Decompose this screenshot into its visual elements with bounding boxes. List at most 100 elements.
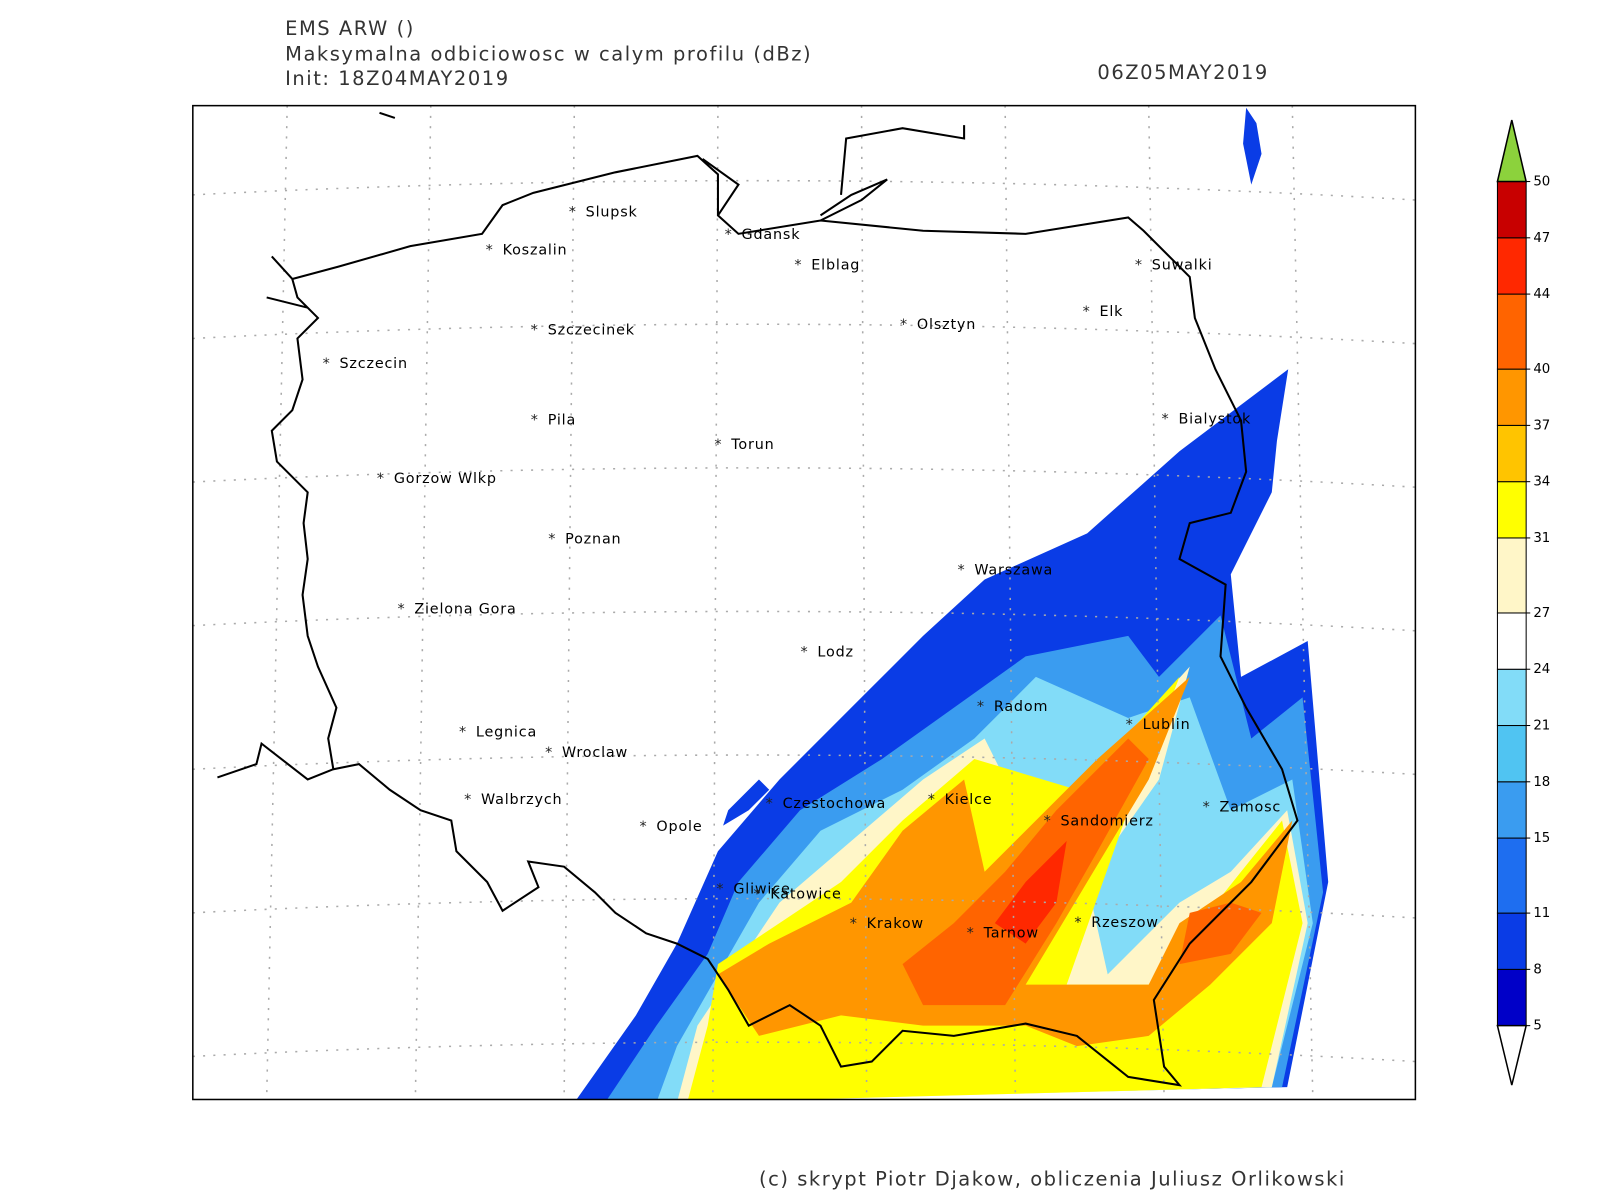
model-label: EMS ARW () (285, 17, 415, 40)
city-label: Radom (994, 699, 1048, 715)
city-marker: * (1162, 412, 1169, 428)
init-label: Init: 18Z04MAY2019 (285, 67, 509, 90)
city-label: Pila (548, 413, 576, 429)
city-label: Poznan (565, 532, 621, 548)
city-marker: * (397, 601, 404, 617)
city-marker: * (323, 356, 330, 372)
city-label: Legnica (476, 724, 537, 740)
city-marker: * (1044, 814, 1051, 830)
city-marker: * (569, 204, 576, 220)
city-marker: * (766, 796, 773, 812)
city-marker: * (531, 322, 538, 338)
colorbar-segment (1496, 837, 1527, 914)
colorbar-under (1496, 1024, 1528, 1086)
reflectivity-field (576, 107, 1329, 1100)
city-label: Szczecinek (548, 322, 635, 338)
map (192, 104, 1417, 1101)
city-label: Walbrzych (481, 792, 562, 808)
colorbar-label: 44 (1533, 287, 1550, 302)
city-label: Warszawa (974, 562, 1053, 578)
colorbar-label: 5 (1533, 1019, 1541, 1034)
colorbar-over (1496, 119, 1528, 183)
colorbar-label: 18 (1533, 775, 1550, 790)
city-label: Sandomierz (1061, 814, 1154, 830)
city-label: Slupsk (586, 204, 638, 220)
city-label: Szczecin (339, 356, 407, 372)
city-label: Zamosc (1219, 799, 1281, 815)
map-frame (192, 104, 1417, 1101)
city-marker: * (464, 792, 471, 808)
colorbar-label: 40 (1533, 362, 1550, 377)
city-label: Lublin (1143, 717, 1191, 733)
city-marker: * (957, 562, 964, 578)
colorbar-segment (1496, 293, 1527, 370)
colorbar-segment (1496, 968, 1527, 1027)
colorbar-segment (1496, 537, 1527, 614)
colorbar-label: 11 (1533, 906, 1550, 921)
city-label: Czestochowa (783, 796, 887, 812)
city-label: Gliwice (733, 881, 790, 897)
colorbar-segment (1496, 912, 1527, 970)
city-marker: * (639, 819, 646, 835)
city-label: Gorzow Wlkp (394, 471, 497, 487)
colorbar-label: 15 (1533, 831, 1550, 846)
colorbar-label: 21 (1533, 719, 1550, 734)
city-label: Lodz (817, 644, 853, 660)
city-label: Katowice (770, 886, 841, 902)
city-marker: * (850, 916, 857, 932)
colorbar-label: 24 (1533, 662, 1550, 677)
city-marker: * (1203, 799, 1210, 815)
colorbar-label: 31 (1533, 531, 1550, 546)
colorbar-label: 47 (1533, 231, 1550, 246)
city-label: Torun (730, 437, 774, 453)
city-label: Elk (1099, 304, 1123, 320)
city-marker: * (900, 317, 907, 333)
city-marker: * (459, 724, 466, 740)
colorbar-segment (1496, 668, 1527, 727)
city-label: Suwalki (1152, 258, 1213, 274)
city-marker: * (486, 242, 493, 258)
city-marker: * (725, 227, 732, 243)
city-marker: * (1074, 915, 1081, 931)
credits: (c) skrypt Piotr Djakow, obliczenia Juli… (759, 1168, 1346, 1191)
city-label: Bialystok (1178, 412, 1251, 428)
city-marker: * (1126, 717, 1133, 733)
city-label: Zielona Gora (414, 601, 516, 617)
city-label: Tarnow (983, 925, 1039, 941)
colorbar-label: 37 (1533, 418, 1550, 433)
city-label: Rzeszow (1091, 915, 1159, 931)
field-title: Maksymalna odbiciowosc w calym profilu (… (285, 43, 812, 66)
colorbar-segment (1496, 237, 1527, 295)
colorbar-label: 34 (1533, 475, 1550, 490)
colorbar-segment (1496, 725, 1527, 783)
city-label: Olsztyn (917, 317, 976, 333)
colorbar-segment (1496, 368, 1527, 426)
valid-time: 06Z05MAY2019 (1097, 61, 1268, 84)
colorbar-segment (1496, 612, 1527, 670)
city-marker: * (377, 471, 384, 487)
colorbar-segment (1496, 181, 1527, 239)
city-label: Opole (656, 819, 702, 835)
colorbar-label: 8 (1533, 962, 1541, 977)
city-label: Krakow (867, 916, 924, 932)
colorbar-label: 27 (1533, 606, 1550, 621)
city-label: Wroclaw (562, 745, 628, 761)
city-marker: * (967, 925, 974, 941)
city-marker: * (714, 437, 721, 453)
colorbar-label: 50 (1533, 175, 1550, 190)
city-marker: * (716, 881, 723, 897)
city-marker: * (548, 532, 555, 548)
city-label: Kielce (945, 792, 993, 808)
border (217, 111, 1299, 1087)
city-marker: * (801, 644, 808, 660)
city-marker: * (531, 413, 538, 429)
colorbar-segment (1496, 481, 1527, 539)
city-marker: * (753, 886, 760, 902)
city-marker: * (1135, 258, 1142, 274)
city-label: Gdansk (742, 227, 801, 243)
city-marker: * (928, 792, 935, 808)
city-marker: * (545, 745, 552, 761)
city-marker: * (794, 258, 801, 274)
colorbar-segment (1496, 424, 1527, 483)
